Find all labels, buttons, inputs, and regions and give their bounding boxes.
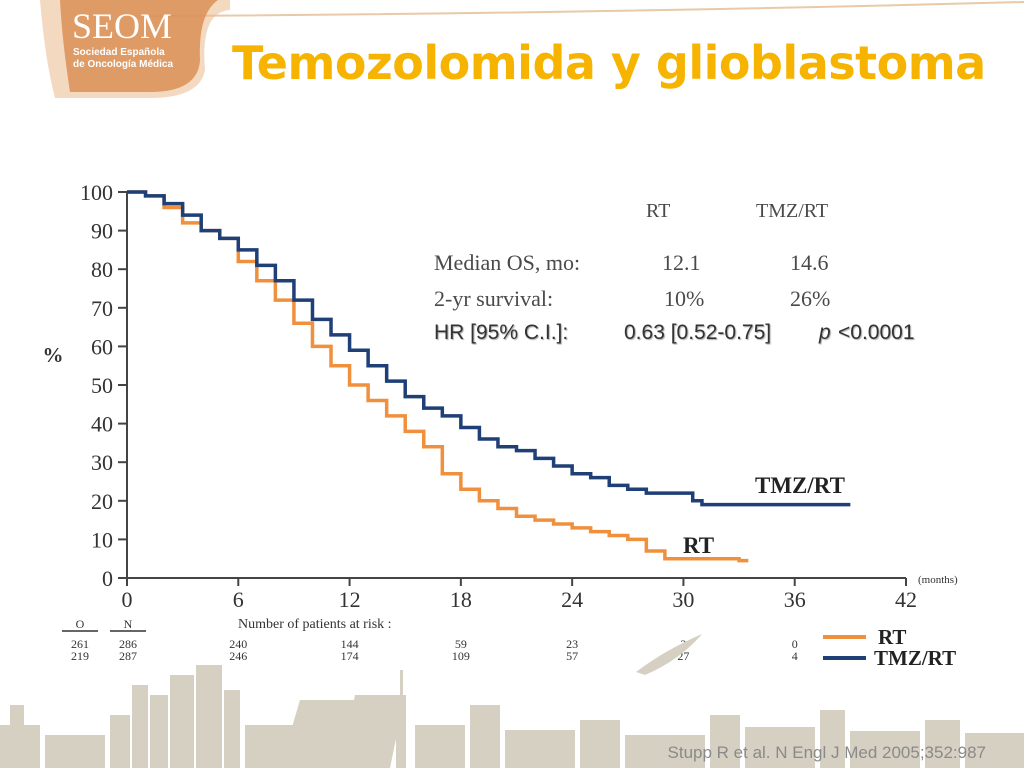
x-tick-label: 6	[233, 587, 244, 612]
swoosh-decoration	[636, 634, 702, 675]
city-skyline-decoration	[0, 665, 1024, 768]
median-tmz: 14.6	[790, 250, 829, 275]
y-tick-label: 70	[91, 296, 113, 321]
risk-at-risk-value: 109	[452, 649, 470, 663]
risk-n-value: 287	[119, 649, 137, 663]
x-axis-unit: (months)	[918, 574, 958, 586]
survival-label: 2-yr survival:	[434, 286, 554, 311]
seom-logo: SEOM Sociedad Española de Oncología Médi…	[40, 0, 230, 98]
y-tick-label: 90	[91, 219, 113, 244]
risk-at-risk-value: 57	[566, 649, 578, 663]
x-tick-label: 24	[561, 587, 583, 612]
risk-at-risk-value: 23	[566, 637, 578, 651]
y-tick-label: 30	[91, 450, 113, 475]
y-tick-label: 80	[91, 257, 113, 282]
survival-tmz: 26%	[790, 286, 831, 311]
risk-at-risk-value: 4	[792, 649, 798, 663]
survival-rt: 10%	[664, 286, 705, 311]
citation: Stupp R et al. N Engl J Med 2005;352:987	[667, 743, 986, 762]
x-tick-label: 0	[122, 587, 133, 612]
stats-col-rt: RT	[646, 200, 671, 222]
risk-o-value: 219	[71, 649, 89, 663]
x-tick-label: 12	[339, 587, 361, 612]
hr-value: 0.63 [0.52-0.75]	[624, 321, 772, 344]
logo-subtitle-1: Sociedad Española	[73, 47, 165, 58]
y-tick-label: 50	[91, 373, 113, 398]
survival-curve-tmz-rt	[127, 190, 851, 507]
y-tick-label: 10	[91, 527, 113, 552]
header-decoration-line	[150, 1, 1024, 17]
risk-at-risk-value: 246	[229, 649, 247, 663]
y-tick-label: 40	[91, 412, 113, 437]
x-tick-label: 18	[450, 587, 472, 612]
median-rt: 12.1	[662, 250, 701, 275]
risk-o-value: 261	[71, 637, 89, 651]
curve-label-tmz-rt: TMZ/RT	[755, 473, 845, 498]
logo-subtitle-2: de Oncología Médica	[73, 59, 173, 70]
logo-text: SEOM	[72, 6, 172, 46]
legend-label-tmz-rt: TMZ/RT	[874, 646, 956, 670]
x-tick-label: 36	[784, 587, 806, 612]
risk-col-n: N	[124, 617, 133, 631]
stats-col-tmz: TMZ/RT	[756, 200, 829, 222]
risk-at-risk-value: 240	[229, 637, 247, 651]
median-label: Median OS, mo:	[434, 250, 581, 275]
y-axis-label: %	[43, 343, 64, 367]
survival-curve-rt	[127, 190, 749, 563]
risk-table-title: Number of patients at risk :	[238, 617, 392, 632]
hr-label: HR [95% C.I.]:	[434, 321, 569, 344]
y-tick-label: 0	[102, 566, 113, 591]
risk-at-risk-value: 174	[341, 649, 359, 663]
y-tick-label: 60	[91, 334, 113, 359]
p-label: p	[819, 321, 831, 344]
risk-n-value: 286	[119, 637, 137, 651]
y-tick-label: 20	[91, 489, 113, 514]
p-value: <0.0001	[838, 321, 915, 344]
risk-col-o: O	[76, 617, 85, 631]
slide-title: Temozolomida y glioblastoma	[232, 36, 986, 90]
risk-at-risk-value: 59	[455, 637, 467, 651]
risk-at-risk-value: 144	[341, 637, 359, 651]
curve-label-rt: RT	[683, 533, 714, 558]
x-tick-label: 42	[895, 587, 917, 612]
legend-label-rt: RT	[878, 625, 906, 649]
x-tick-label: 30	[672, 587, 694, 612]
y-tick-label: 100	[80, 180, 113, 205]
risk-at-risk-value: 0	[792, 637, 798, 651]
